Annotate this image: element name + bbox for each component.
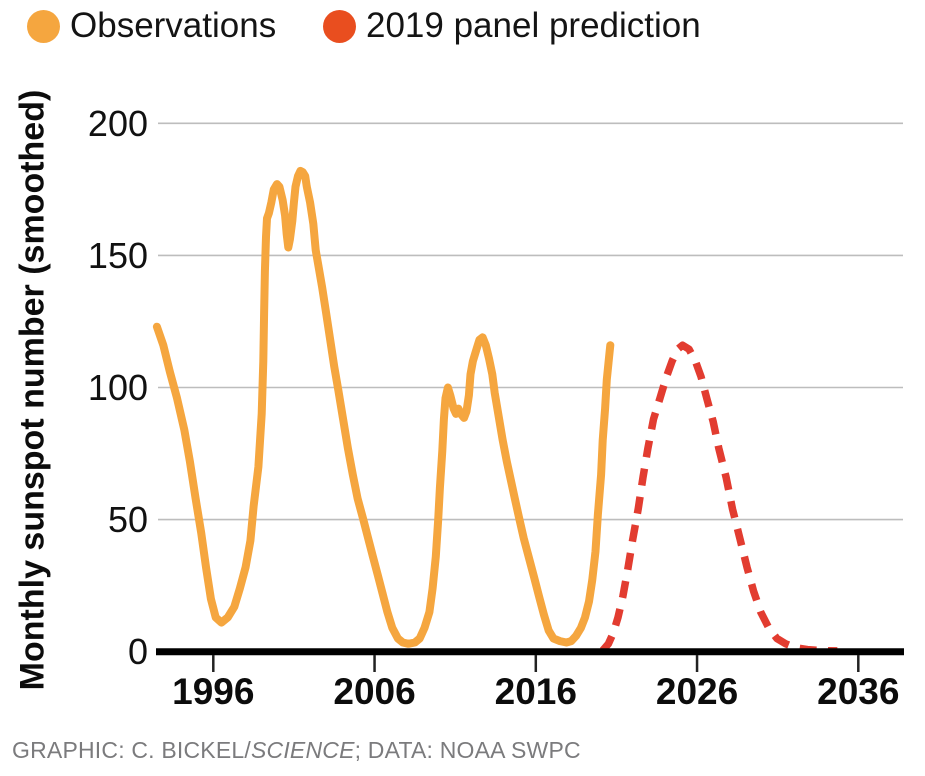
observations-dot-icon [27, 9, 60, 43]
legend-item-observations: Observations [27, 6, 276, 46]
y-tick-label: 100 [88, 367, 148, 408]
y-tick-label: 0 [128, 631, 148, 672]
legend-item-prediction: 2019 panel prediction [323, 6, 701, 46]
x-tick-label: 2026 [656, 671, 738, 712]
x-tick-label: 1996 [172, 671, 254, 712]
prediction-line [599, 341, 838, 655]
y-tick-label: 200 [88, 103, 148, 144]
x-tick-label: 2016 [495, 671, 577, 712]
x-tick-label: 2036 [817, 671, 899, 712]
y-tick-label: 50 [108, 499, 148, 540]
legend: Observations 2019 panel prediction [0, 6, 925, 52]
caption-prefix: GRAPHIC: C. BICKEL/ [12, 737, 251, 763]
observations-line [152, 166, 615, 648]
legend-label-prediction: 2019 panel prediction [366, 6, 701, 45]
legend-label-observations: Observations [70, 6, 277, 45]
prediction-dot-icon [323, 9, 356, 43]
x-tick-label: 2006 [333, 671, 415, 712]
y-tick-label: 150 [88, 235, 148, 276]
credit-caption: GRAPHIC: C. BICKEL/SCIENCE; DATA: NOAA S… [12, 737, 581, 764]
caption-italic: SCIENCE [250, 737, 355, 763]
caption-suffix: ; DATA: NOAA SWPC [354, 737, 581, 763]
